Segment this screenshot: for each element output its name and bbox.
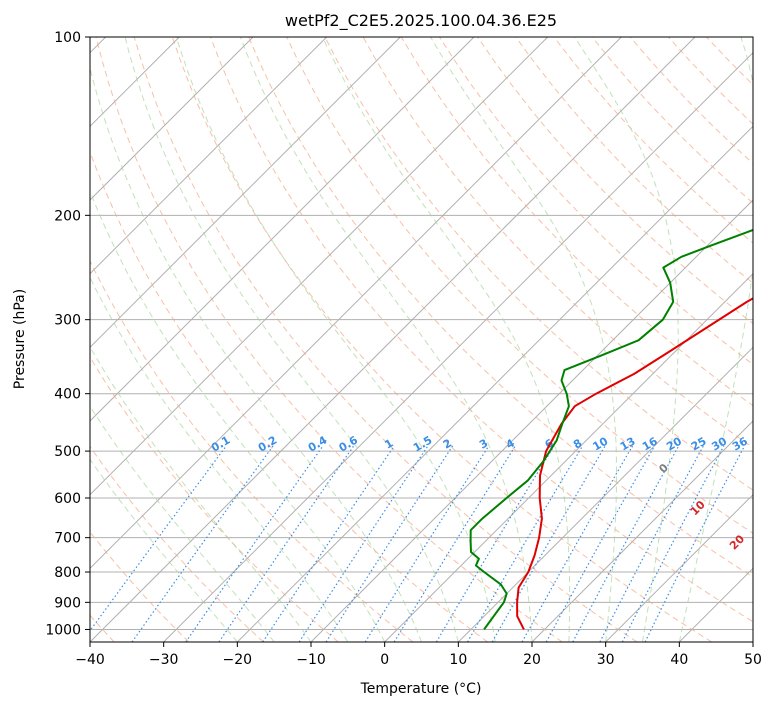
isotherm-line <box>90 37 475 422</box>
isotherm-line <box>457 346 753 642</box>
mixing-ratio-line-5 <box>298 445 429 642</box>
profile-series-0 <box>516 297 753 630</box>
isotherm-line <box>90 37 254 201</box>
mixing-ratio-line-10 <box>466 445 584 642</box>
x-tick-label-5: 10 <box>449 652 467 668</box>
dry-adiabat-line <box>515 37 753 284</box>
x-tick-label-3: −10 <box>296 652 326 668</box>
moist-adiabat-line <box>124 37 459 642</box>
y-tick-label-3: 700 <box>54 531 81 547</box>
x-tick-label-4: 0 <box>380 652 389 668</box>
mixing-ratio-label-6: 2 <box>441 437 454 452</box>
dry-adiabat-line <box>210 37 753 623</box>
moist-adiabat-label-2: 20 <box>727 532 747 552</box>
x-tick-label-0: −40 <box>75 652 105 668</box>
dry-adiabat-line <box>133 37 638 642</box>
dry-adiabat-line <box>90 150 488 642</box>
profile-lines <box>469 228 753 630</box>
moist-adiabat-line <box>239 37 533 642</box>
x-tick-label-9: 50 <box>744 652 762 668</box>
x-tick-label-6: 20 <box>523 652 541 668</box>
mixing-ratio-line-17 <box>644 445 746 642</box>
mixing-ratio-line-7 <box>364 445 490 642</box>
isotherm-line <box>531 420 753 642</box>
moist-adiabat-line <box>90 65 422 642</box>
y-axis-ticks: 1000 900 800 700 600 500 400 300 200 100 <box>45 30 90 638</box>
mixing-ratio-line-4 <box>262 445 395 642</box>
dry-adiabat-line <box>248 37 753 578</box>
dry-adiabat-line <box>591 37 753 204</box>
dry-adiabat-line <box>90 531 190 642</box>
y-tick-label-1: 900 <box>54 595 81 611</box>
dry-adiabat-line <box>324 37 753 491</box>
dry-adiabat-line <box>171 37 712 642</box>
x-tick-label-2: −20 <box>223 652 253 668</box>
x-axis-ticks: −40 −30 −20 −10 0 10 20 30 40 50 <box>75 642 762 668</box>
mixing-ratio-line-16 <box>621 445 725 642</box>
x-tick-label-1: −30 <box>149 652 179 668</box>
dry-adiabat-line <box>90 356 339 642</box>
y-tick-label-9: 100 <box>54 30 81 46</box>
moist-adiabat-line <box>90 345 312 642</box>
mixing-ratio-line-3 <box>218 445 355 642</box>
dry-adiabat-line <box>706 37 753 86</box>
isotherm-line <box>163 51 753 642</box>
isotherm-line <box>752 641 753 642</box>
mixing-ratio-line-1 <box>131 445 274 642</box>
isopleth-labels: 0.10.20.40.611.52346810131620253036-100-… <box>209 433 775 583</box>
y-tick-label-8: 200 <box>54 208 81 224</box>
profile-series-1 <box>469 228 753 630</box>
dry-adiabat-line <box>90 259 414 642</box>
moist-adiabat-line <box>90 405 275 642</box>
mixing-ratio-label-8: 4 <box>504 436 517 451</box>
isotherm-line <box>90 37 328 275</box>
y-tick-label-0: 1000 <box>45 622 81 638</box>
dry-adiabat-line <box>668 37 753 125</box>
mixing-ratio-line-15 <box>599 445 704 642</box>
moist-adiabat-line <box>430 37 617 642</box>
mixing-ratio-line-12 <box>521 445 634 642</box>
dry-adiabat-line <box>90 445 264 642</box>
plot-frame <box>89 36 754 643</box>
x-axis-title: Temperature (°C) <box>360 681 482 697</box>
moist-adiabat-line <box>574 37 679 642</box>
y-axis-title: Pressure (hPa) <box>12 289 28 389</box>
chart-title: wetPf2_C2E5.2025.100.04.36.E25 <box>285 11 557 31</box>
isotherm-line <box>90 37 401 349</box>
mixing-ratio-line-0 <box>90 445 227 632</box>
dry-adiabat-line <box>553 37 753 244</box>
mixing-ratio-line-2 <box>185 445 324 642</box>
moist-adiabat-label-3: 30 <box>770 563 775 583</box>
x-tick-label-7: 30 <box>597 652 615 668</box>
mixing-ratio-line-6 <box>325 445 454 642</box>
moist-adiabat-line <box>90 458 238 642</box>
moist-adiabat-line <box>175 37 496 642</box>
y-tick-label-6: 400 <box>54 387 81 403</box>
moist-adiabat-line <box>90 276 349 642</box>
background-lines <box>90 37 753 642</box>
mixing-ratio-line-13 <box>545 445 656 642</box>
moist-adiabat-line <box>322 37 571 642</box>
x-tick-label-8: 40 <box>670 652 688 668</box>
isotherm-line <box>678 567 753 642</box>
isotherm-line <box>605 493 753 642</box>
isotherm-line <box>90 37 696 642</box>
isotherm-line <box>90 37 549 496</box>
y-tick-label-4: 600 <box>54 491 81 507</box>
moist-adiabat-line <box>90 189 386 642</box>
isotherm-line <box>310 199 753 642</box>
isotherm-line <box>236 125 753 642</box>
mixing-ratio-line-14 <box>572 445 680 642</box>
mixing-ratio-line-8 <box>393 445 516 642</box>
mixing-ratio-line-9 <box>435 445 555 642</box>
isotherm-line <box>384 272 753 642</box>
y-tick-label-7: 300 <box>54 313 81 329</box>
moist-adiabat-line <box>678 37 753 642</box>
y-tick-label-5: 500 <box>54 444 81 460</box>
isotherm-line <box>90 37 622 570</box>
y-tick-label-2: 800 <box>54 565 81 581</box>
dry-adiabat-line <box>286 37 753 534</box>
